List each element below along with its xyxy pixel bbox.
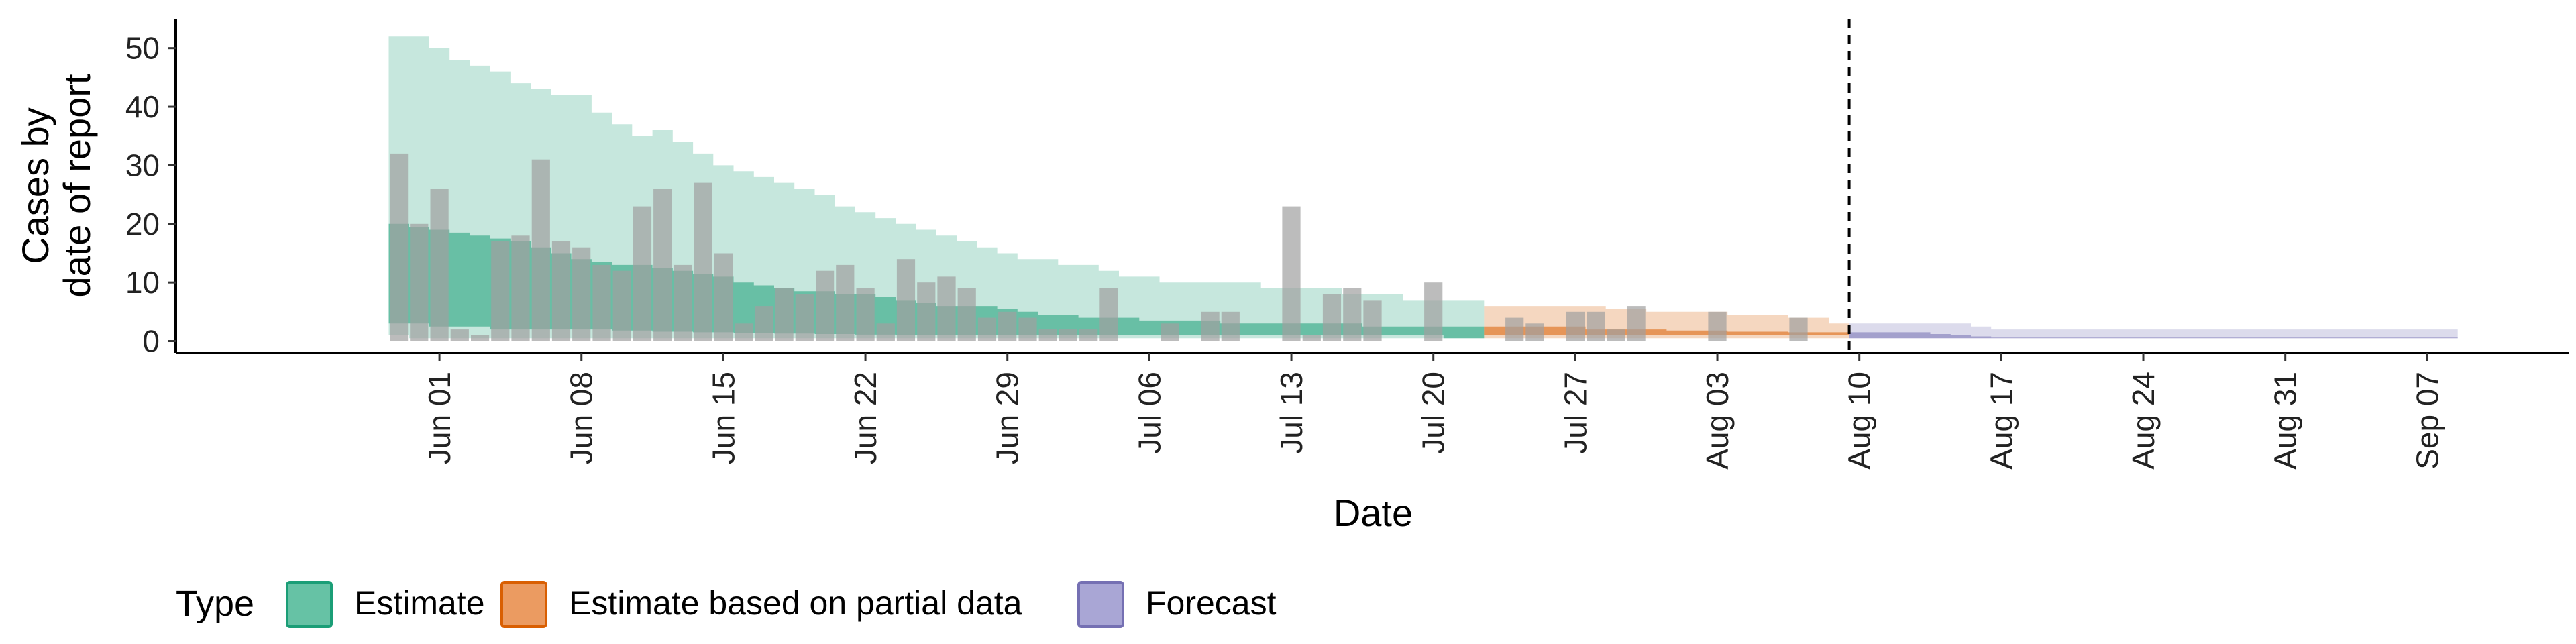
legend-label-forecast: Forecast [1146, 584, 1277, 622]
bar-2020-07-28 [1587, 311, 1605, 341]
bar-2020-06-28 [977, 317, 997, 341]
bar-2020-06-07 [551, 241, 571, 341]
x-axis-ticks: Jun 01 Jun 08 Jun 15 Jun 22 Jun 29 Jul 06 Jul … [422, 353, 2445, 470]
x-tick-label-2020-08-17: Aug 17 [1984, 372, 2019, 470]
x-tick-label-2020-07-20: Jul 20 [1416, 372, 1451, 454]
bar-2020-06-24 [896, 259, 916, 341]
bar-2020-07-17 [1363, 300, 1382, 341]
bar-2020-05-30 [390, 153, 409, 341]
bar-2020-08-07 [1789, 317, 1808, 341]
bar-2020-06-18 [775, 288, 794, 341]
bar-2020-07-09 [1201, 311, 1220, 341]
band-50-forecast [1849, 332, 2458, 339]
bar-2020-07-16 [1343, 288, 1362, 341]
bar-2020-06-26 [937, 276, 956, 341]
legend-items: Estimate Estimate based on partial data Fo… [286, 581, 1277, 628]
bar-2020-06-12 [653, 189, 672, 341]
band-90-forecast [1849, 323, 2458, 339]
bar-2020-07-04 [1099, 288, 1118, 341]
x-tick-label-2020-08-24: Aug 24 [2126, 372, 2161, 470]
bar-2020-07-07 [1161, 323, 1179, 341]
legend-swatch-estimate [286, 581, 333, 628]
x-tick-label-2020-08-31: Aug 31 [2268, 372, 2303, 470]
x-tick-label-2020-08-03: Aug 03 [1700, 372, 1735, 470]
bar-2020-06-19 [795, 294, 814, 341]
bar-2020-06-01 [430, 189, 449, 341]
bar-2020-07-27 [1566, 311, 1585, 341]
x-tick-label-2020-08-10: Aug 10 [1842, 372, 1877, 470]
x-tick-label-2020-06-29: Jun 29 [990, 372, 1025, 464]
y-axis-ticks: 0 10 20 30 40 50 [125, 31, 176, 359]
bar-2020-06-13 [674, 264, 692, 341]
bar-2020-06-04 [491, 241, 510, 341]
bar-2020-06-15 [714, 253, 733, 341]
legend-swatch-estimate-based-on-partial-data [500, 581, 547, 628]
bar-2020-06-14 [694, 182, 712, 341]
x-axis-title: Date [1334, 492, 1413, 534]
bar-2020-07-30 [1627, 306, 1646, 341]
bar-2020-08-03 [1708, 311, 1727, 341]
bar-2020-07-03 [1079, 329, 1098, 341]
bar-2020-06-23 [876, 323, 895, 341]
y-tick-label-50: 50 [125, 31, 160, 66]
y-tick-label-20: 20 [125, 207, 160, 241]
legend: Type Estimate Estimate based on partial d… [176, 581, 1277, 628]
bar-2020-06-20 [816, 270, 835, 341]
legend-label-estimate-based-on-partial-data: Estimate based on partial data [569, 584, 1022, 622]
y-axis-title-line-1: Cases by [14, 107, 56, 264]
bar-2020-06-10 [612, 270, 631, 341]
x-tick-label-2020-09-07: Sep 07 [2410, 372, 2445, 470]
x-tick-label-2020-06-15: Jun 15 [706, 372, 741, 464]
bar-2020-06-03 [471, 335, 490, 341]
bar-2020-06-16 [735, 323, 753, 341]
y-axis-title-line-2: date of report [56, 74, 98, 298]
reported-case-bars [390, 153, 1808, 341]
bar-2020-06-05 [511, 235, 530, 341]
bar-2020-07-20 [1424, 282, 1443, 341]
bar-2020-07-24 [1505, 317, 1524, 341]
x-tick-label-2020-06-01: Jun 01 [422, 372, 457, 464]
bar-2020-06-30 [1018, 317, 1037, 341]
bar-2020-07-14 [1302, 335, 1321, 341]
bar-2020-07-01 [1038, 329, 1057, 341]
bar-2020-06-08 [572, 247, 591, 341]
y-tick-label-40: 40 [125, 89, 160, 124]
x-tick-label-2020-07-13: Jul 13 [1274, 372, 1309, 454]
bar-2020-06-17 [755, 306, 773, 341]
axes [174, 19, 2569, 354]
bar-2020-07-29 [1607, 329, 1625, 341]
bar-2020-07-15 [1322, 294, 1342, 341]
x-tick-label-2020-07-27: Jul 27 [1558, 372, 1593, 454]
legend-swatch-forecast [1077, 581, 1124, 628]
bar-2020-06-22 [856, 288, 875, 341]
bar-2020-07-25 [1525, 323, 1544, 341]
bar-2020-06-06 [531, 159, 550, 341]
x-tick-label-2020-06-22: Jun 22 [848, 372, 883, 464]
bar-2020-06-09 [592, 264, 611, 341]
y-tick-label-0: 0 [142, 324, 160, 359]
bar-2020-07-02 [1059, 329, 1077, 341]
y-tick-label-30: 30 [125, 148, 160, 182]
bar-2020-06-11 [633, 206, 652, 341]
bar-2020-06-25 [917, 282, 936, 341]
bar-2020-06-02 [450, 329, 469, 341]
x-tick-label-2020-06-08: Jun 08 [564, 372, 599, 464]
legend-title: Type [176, 584, 254, 624]
bar-2020-06-27 [957, 288, 976, 341]
x-tick-label-2020-07-06: Jul 06 [1132, 372, 1167, 454]
bar-2020-07-10 [1221, 311, 1240, 341]
bar-2020-07-13 [1282, 206, 1301, 341]
legend-label-estimate: Estimate [354, 584, 485, 622]
bar-2020-06-21 [836, 264, 855, 341]
y-tick-label-10: 10 [125, 265, 160, 300]
bar-2020-05-31 [410, 223, 429, 341]
bar-2020-06-29 [998, 311, 1017, 341]
